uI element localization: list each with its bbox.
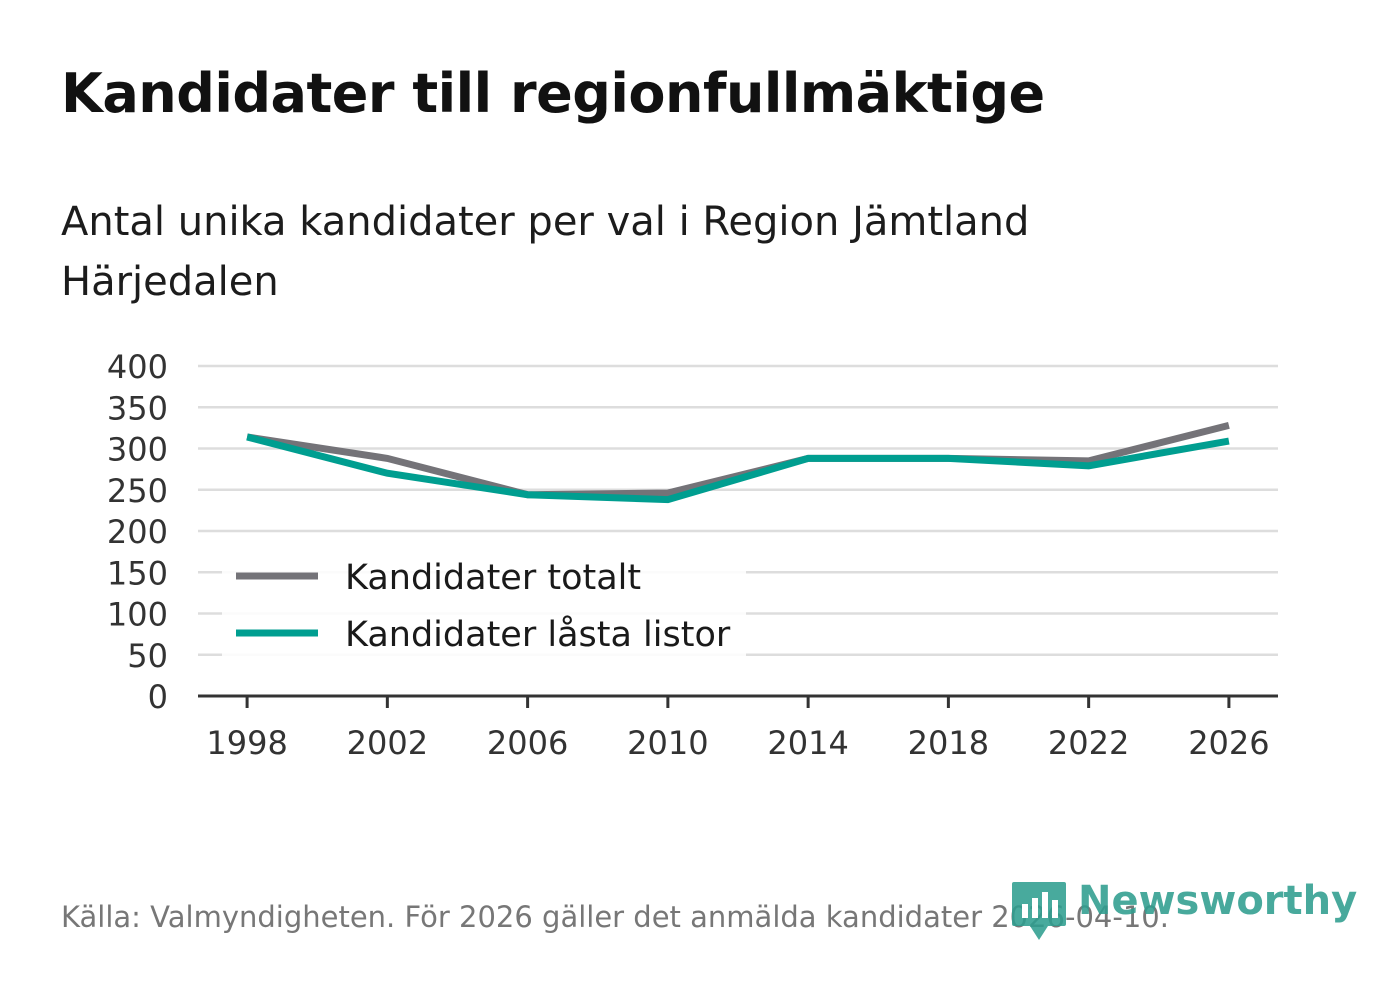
x-tick-label: 2018	[908, 724, 989, 762]
y-tick-label: 150	[107, 554, 168, 592]
x-axis: 1998 2002 2006 2010 2014 2018 2022 2026	[198, 694, 1278, 762]
x-tick-label: 2010	[627, 724, 708, 762]
newsworthy-logo: Newsworthy	[1010, 876, 1357, 946]
chart-subtitle: Antal unika kandidater per val i Region …	[61, 199, 1030, 305]
y-tick-label: 100	[107, 596, 168, 634]
legend-label: Kandidater totalt	[345, 558, 641, 598]
series-line-lasta-listor	[246, 433, 1230, 504]
y-tick-label: 350	[107, 389, 168, 427]
y-tick-label: 0	[148, 678, 168, 716]
x-tick-label: 2026	[1188, 724, 1269, 762]
y-tick-label: 250	[107, 472, 168, 510]
y-tick-label: 200	[107, 513, 168, 551]
legend: Kandidater totalt Kandidater låsta listor	[222, 548, 746, 658]
x-tick-label: 2022	[1048, 724, 1129, 762]
series-line-totalt	[246, 422, 1230, 499]
x-tick-label: 2014	[767, 724, 848, 762]
logo-text: Newsworthy	[1078, 878, 1358, 924]
chart-title: Kandidater till regionfullmäktige	[61, 62, 1045, 125]
series-lines	[246, 422, 1230, 504]
y-tick-label: 400	[107, 348, 168, 386]
y-tick-label: 300	[107, 431, 168, 469]
x-tick-label: 2002	[347, 724, 428, 762]
newsworthy-logo-icon	[1012, 882, 1066, 940]
x-tick-label: 2006	[487, 724, 568, 762]
legend-background	[222, 548, 746, 658]
legend-label: Kandidater låsta listor	[345, 614, 731, 655]
x-tick-label: 1998	[206, 724, 287, 762]
source-note: Källa: Valmyndigheten. För 2026 gäller d…	[61, 900, 1169, 934]
y-tick-label: 50	[127, 637, 168, 675]
